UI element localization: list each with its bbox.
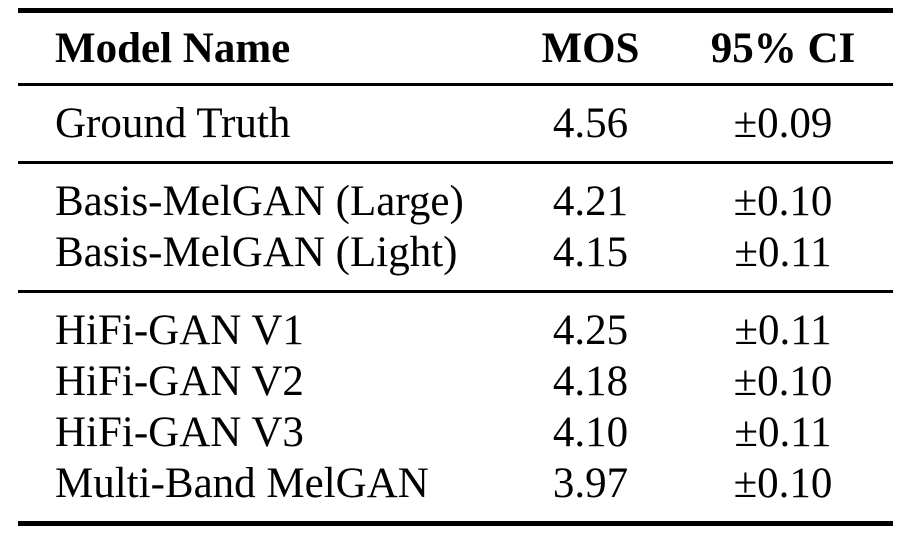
model-name-cell: HiFi-GAN V3 [55, 409, 304, 456]
mos-cell: 4.56 [552, 100, 629, 147]
mos-cell: 4.25 [552, 307, 629, 354]
mos-cell: 3.97 [552, 460, 629, 507]
column-header-95-ci: 95% CI [710, 25, 856, 72]
ci-cell: ±0.10 [733, 358, 833, 405]
mos-results-table: Model Name MOS 95% CI Ground Truth 4.56 … [18, 8, 893, 526]
ci-cell: ±0.09 [733, 100, 833, 147]
table-row: Basis-MelGAN (Light) 4.15 ±0.11 [18, 227, 893, 292]
table-row: HiFi-GAN V3 4.10 ±0.11 [18, 407, 893, 458]
model-name-cell: Basis-MelGAN (Light) [55, 229, 458, 276]
model-name-cell: Ground Truth [55, 100, 291, 147]
table-row: Ground Truth 4.56 ±0.09 [18, 85, 893, 163]
ci-cell: ±0.11 [734, 307, 832, 354]
model-name-cell: Basis-MelGAN (Large) [55, 178, 464, 225]
table-row: Multi-Band MelGAN 3.97 ±0.10 [18, 458, 893, 524]
section-baselines: HiFi-GAN V1 4.25 ±0.11 HiFi-GAN V2 4.18 … [18, 291, 893, 524]
ci-cell: ±0.10 [733, 460, 833, 507]
mos-cell: 4.18 [552, 358, 629, 405]
model-name-cell: HiFi-GAN V2 [55, 358, 304, 405]
mos-cell: 4.15 [552, 229, 629, 276]
section-ground-truth: Ground Truth 4.56 ±0.09 [18, 85, 893, 163]
table-header-row: Model Name MOS 95% CI [18, 11, 893, 85]
table-row: HiFi-GAN V1 4.25 ±0.11 [18, 292, 893, 357]
mos-cell: 4.10 [552, 409, 629, 456]
paper-table-figure: Model Name MOS 95% CI Ground Truth 4.56 … [18, 8, 893, 526]
ci-cell: ±0.11 [734, 229, 832, 276]
column-header-mos: MOS [541, 25, 640, 72]
ci-cell: ±0.11 [734, 409, 832, 456]
table-row: Basis-MelGAN (Large) 4.21 ±0.10 [18, 163, 893, 228]
column-header-model-name: Model Name [55, 25, 291, 72]
mos-cell: 4.21 [552, 178, 629, 225]
model-name-cell: HiFi-GAN V1 [55, 307, 304, 354]
table-row: HiFi-GAN V2 4.18 ±0.10 [18, 356, 893, 407]
model-name-cell: Multi-Band MelGAN [55, 460, 429, 507]
ci-cell: ±0.10 [733, 178, 833, 225]
section-basis-melgan: Basis-MelGAN (Large) 4.21 ±0.10 Basis-Me… [18, 162, 893, 292]
